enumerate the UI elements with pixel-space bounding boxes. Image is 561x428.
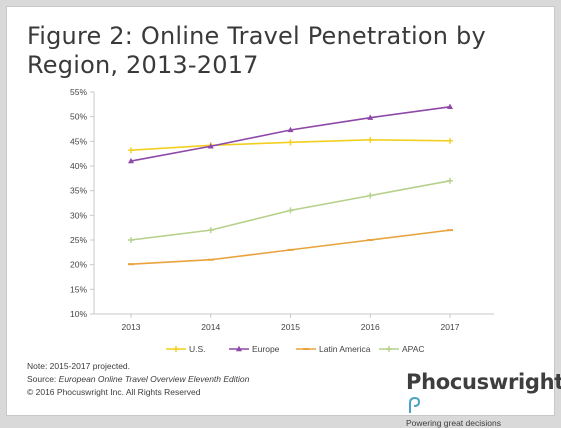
- data-point-apac: [207, 227, 214, 234]
- y-tick-label: 15%: [70, 284, 87, 294]
- legend-label-latin-america: Latin America: [319, 344, 371, 354]
- data-point-u-s: [447, 137, 453, 144]
- logo-name: Phocuswright: [406, 370, 561, 394]
- data-point-europe: [447, 103, 453, 109]
- chart-title: Figure 2: Online Travel Penetration by R…: [27, 22, 486, 79]
- logo-tagline: Powering great decisions: [406, 418, 501, 428]
- data-point-europe: [287, 126, 294, 133]
- data-point-apac: [367, 192, 374, 199]
- source-title: European Online Travel Overview Eleventh…: [58, 374, 250, 384]
- chart-frame: [6, 6, 555, 416]
- data-point-apac: [287, 207, 294, 214]
- note-text: Note: 2015-2017 projected.: [27, 361, 131, 371]
- data-point-apac: [447, 177, 453, 184]
- x-tick-label: 2013: [122, 322, 141, 332]
- y-tick-label: 10%: [70, 309, 87, 319]
- y-tick-label: 45%: [70, 136, 87, 146]
- source-prefix: Source:: [27, 374, 59, 384]
- legend-label-europe: Europe: [252, 344, 280, 354]
- y-tick-label: 25%: [70, 235, 87, 245]
- data-point-europe: [207, 143, 214, 149]
- x-tick-label: 2016: [361, 322, 380, 332]
- legend-marker-apac: [386, 346, 392, 352]
- x-tick-label: 2015: [281, 322, 300, 332]
- legend-label-apac: APAC: [402, 344, 425, 354]
- data-point-europe: [128, 157, 134, 164]
- data-point-u-s: [287, 139, 294, 146]
- source-text: Source: European Online Travel Overview …: [27, 373, 357, 386]
- y-tick-label: 40%: [70, 161, 87, 171]
- y-tick-label: 20%: [70, 260, 87, 270]
- data-point-u-s: [367, 136, 374, 143]
- logo-mark-icon: [409, 396, 421, 413]
- phocuswright-logo: Phocuswright Powering great decisions: [406, 370, 561, 428]
- data-point-u-s: [128, 147, 134, 154]
- legend-label-u-s: U.S.: [189, 344, 206, 354]
- x-tick-label: 2017: [441, 322, 460, 332]
- y-tick-label: 30%: [70, 210, 87, 220]
- y-tick-label: 55%: [70, 87, 87, 97]
- series-line-europe: [130, 106, 451, 162]
- x-tick-label: 2014: [201, 322, 220, 332]
- chart-footer: Note: 2015-2017 projected. Source: Europ…: [27, 360, 357, 399]
- legend-marker-europe: [236, 345, 242, 352]
- series-line-latin-america: [130, 229, 451, 265]
- y-tick-label: 35%: [70, 186, 87, 196]
- copyright-text: © 2016 Phocuswright Inc. All Rights Rese…: [27, 387, 201, 397]
- data-point-europe: [367, 114, 374, 120]
- y-tick-label: 50%: [70, 112, 87, 122]
- legend-marker-u-s: [173, 346, 179, 352]
- data-point-apac: [128, 237, 134, 243]
